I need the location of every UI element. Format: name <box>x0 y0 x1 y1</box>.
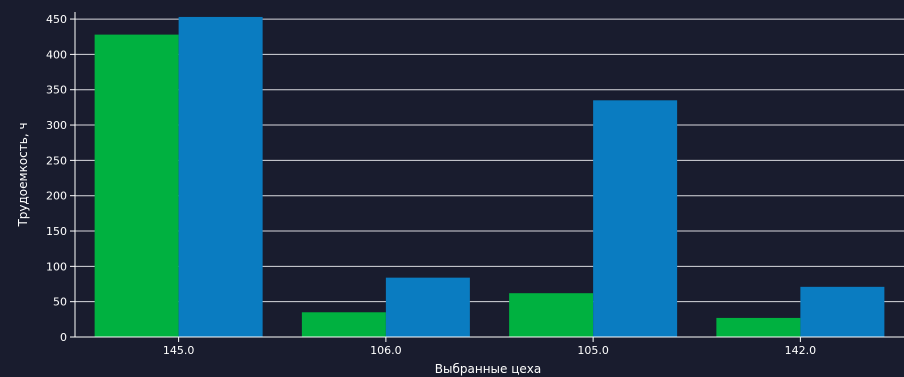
x-tick-label: 105.0 <box>577 344 609 357</box>
bar <box>716 317 801 337</box>
y-tick-label: 350 <box>46 84 67 97</box>
x-tick-label: 142.0 <box>785 344 817 357</box>
bar <box>509 293 594 337</box>
bar <box>800 286 885 337</box>
y-tick-label: 300 <box>46 119 67 132</box>
bar <box>593 100 678 337</box>
y-tick-label: 50 <box>53 296 67 309</box>
y-tick-labels: 0 50 100 150 200 250 300 350 400 450 <box>46 13 75 344</box>
y-axis-label: Трудоемкость, ч <box>16 122 30 227</box>
y-tick-label: 100 <box>46 260 67 273</box>
bar <box>385 277 470 337</box>
axes <box>74 12 904 338</box>
bars <box>94 16 885 338</box>
x-tick-labels: 145.0 106.0 105.0 142.0 <box>163 337 816 357</box>
x-axis-label: Выбранные цеха <box>435 362 541 376</box>
y-tick-label: 150 <box>46 225 67 238</box>
x-tick-label: 106.0 <box>370 344 402 357</box>
bar <box>94 34 179 337</box>
bar <box>178 16 263 338</box>
y-tick-label: 250 <box>46 154 67 167</box>
x-tick-label: 145.0 <box>163 344 195 357</box>
y-tick-label: 200 <box>46 190 67 203</box>
y-tick-label: 0 <box>60 331 67 344</box>
y-tick-label: 400 <box>46 48 67 61</box>
bar <box>301 312 386 337</box>
y-tick-label: 450 <box>46 13 67 26</box>
